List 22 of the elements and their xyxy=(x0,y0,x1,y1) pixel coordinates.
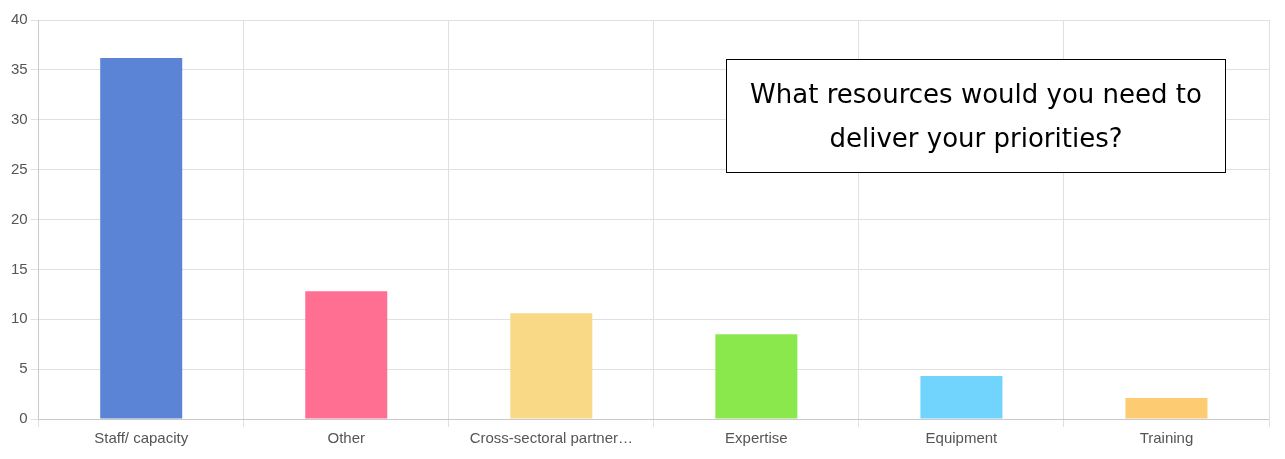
bar xyxy=(305,291,388,419)
y-tick-label: 0 xyxy=(19,409,28,427)
x-tick-label: Other xyxy=(327,429,366,447)
bar xyxy=(1125,398,1208,419)
x-tick-label: Training xyxy=(1139,429,1194,447)
y-tick-label: 5 xyxy=(19,359,28,377)
y-tick-label: 25 xyxy=(11,159,28,177)
text: What resources would you need to deliver your priorities? xyxy=(726,59,1226,173)
x-tick-label: Cross-sectoral partner… xyxy=(469,429,634,447)
y-tick-label: 30 xyxy=(11,109,28,127)
bar xyxy=(920,376,1003,419)
x-tick-label: Expertise xyxy=(725,429,788,447)
y-tick-label: 40 xyxy=(11,10,28,28)
bar xyxy=(100,57,183,419)
x-tick-label: Staff/ capacity xyxy=(94,429,189,447)
y-tick-label: 20 xyxy=(11,209,28,227)
bar xyxy=(715,334,798,419)
y-tick-label: 35 xyxy=(11,60,28,78)
bar xyxy=(510,313,593,419)
y-tick-label: 10 xyxy=(11,309,28,327)
x-tick-label: Equipment xyxy=(925,429,999,447)
y-tick-label: 15 xyxy=(11,259,28,277)
